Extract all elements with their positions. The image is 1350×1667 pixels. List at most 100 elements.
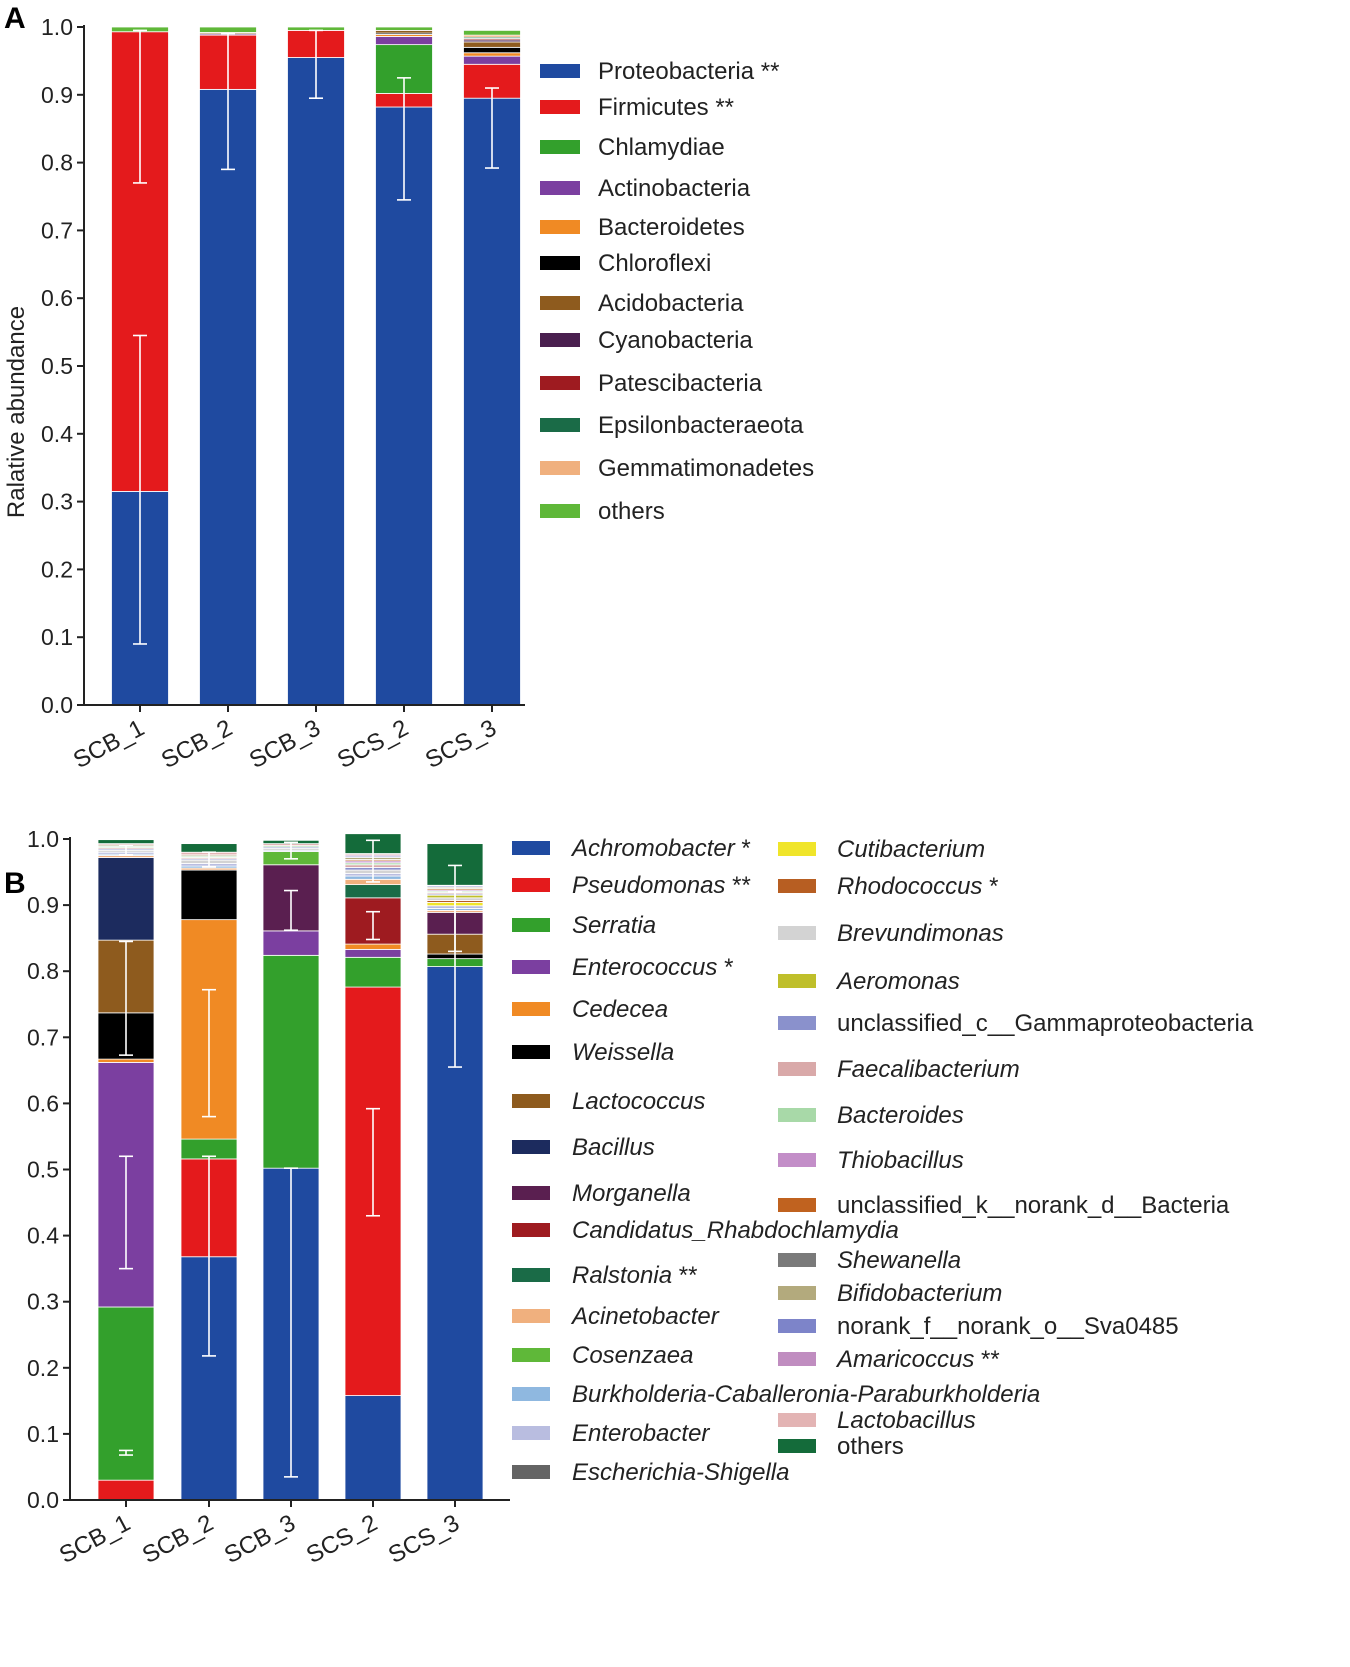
panel-b-error-bar xyxy=(284,889,298,932)
panel-a-y-tick-label: 0.3 xyxy=(41,489,73,515)
panel-b-legend-swatch xyxy=(512,841,550,855)
panel-b-legend-label: others xyxy=(837,1433,904,1460)
panel-b-legend-item: Aeromonas xyxy=(778,968,960,995)
panel-b-y-tick-label: 0.6 xyxy=(27,1090,59,1116)
panel-a-error-bar xyxy=(397,77,411,201)
panel-b-y-tick-label: 0.8 xyxy=(27,958,59,984)
panel-b-bar-segment xyxy=(97,839,155,845)
panel-a-legend-label: Firmicutes ** xyxy=(598,94,734,121)
panel-a-legend-swatch xyxy=(540,418,580,432)
panel-b-x-tick-label: SCS_3 xyxy=(384,1509,464,1569)
panel-b-legend-label: unclassified_k__norank_d__Bacteria xyxy=(837,1192,1230,1219)
panel-b-legend-label: Amaricoccus ** xyxy=(835,1346,1000,1373)
panel-b-legend-swatch xyxy=(512,960,550,974)
panel-a-bar-segment xyxy=(463,97,521,706)
panel-a-legend-item: Firmicutes ** xyxy=(540,94,734,121)
panel-b-legend-item: Enterobacter xyxy=(512,1420,710,1447)
panel-b-legend-item: Thiobacillus xyxy=(778,1147,964,1174)
panel-b-legend-swatch xyxy=(512,1223,550,1237)
panel-a-error-bar xyxy=(133,334,147,645)
panel-b-legend-label: Thiobacillus xyxy=(837,1147,964,1174)
panel-a-y-tick-label: 0.5 xyxy=(41,353,73,379)
panel-b-legend-swatch xyxy=(512,1268,550,1282)
panel-b-legend-item: Pseudomonas ** xyxy=(512,872,751,899)
panel-b-legend-swatch xyxy=(512,1094,550,1108)
panel-b-bar-segment xyxy=(344,1395,402,1501)
panel-b-legend-label: Burkholderia-Caballeronia-Paraburkholder… xyxy=(572,1381,1040,1408)
panel-a-bar-segment xyxy=(199,88,257,706)
panel-b-error-bar xyxy=(202,988,216,1118)
panel-b-y-tick-label: 0.0 xyxy=(27,1487,59,1513)
panel-b-legend-item: Burkholderia-Caballeronia-Paraburkholder… xyxy=(512,1381,1040,1408)
panel-b-legend-label: Pseudomonas ** xyxy=(572,872,751,899)
panel-b-bar-segment xyxy=(344,956,402,988)
panel-b-error-bar xyxy=(119,940,133,1056)
panel-b-legend-label: Cedecea xyxy=(572,996,668,1023)
panel-a-legend-item: Gemmatimonadetes xyxy=(540,455,814,482)
panel-b-legend-item: unclassified_k__norank_d__Bacteria xyxy=(778,1192,1230,1219)
panel-b-legend-swatch xyxy=(778,1253,816,1267)
panel-a-x-tick-label: SCS_2 xyxy=(333,714,413,774)
panel-a-legend-swatch xyxy=(540,64,580,78)
panel-a-x-tick-label: SCB_1 xyxy=(69,714,149,774)
panel-b-legend-item: Bacillus xyxy=(512,1134,655,1161)
panel-b-bar-segment xyxy=(344,943,402,950)
panel-a-legend-label: Patescibacteria xyxy=(598,370,763,397)
panel-b-legend-swatch xyxy=(778,1016,816,1030)
panel-b-legend-item: Rhodococcus * xyxy=(778,873,998,900)
panel-b-legend-swatch xyxy=(512,1045,550,1059)
panel-a-error-bar xyxy=(309,29,323,99)
panel-b-legend-label: Enterococcus * xyxy=(572,954,733,981)
panel-b-legend-swatch xyxy=(778,842,816,856)
panel-a-legend-label: Actinobacteria xyxy=(598,175,751,202)
panel-b-legend-swatch xyxy=(778,1062,816,1076)
panel-b-error-bar xyxy=(119,1155,133,1270)
panel-b-legend-label: Aeromonas xyxy=(835,968,960,995)
panel-b-y-tick-label: 0.4 xyxy=(27,1223,59,1249)
panel-b-legend-item: Escherichia-Shigella xyxy=(512,1459,789,1486)
panel-b-legend-item: Cosenzaea xyxy=(512,1342,693,1369)
panel-a-bar-segment xyxy=(463,46,521,54)
panel-b-legend-swatch xyxy=(512,1002,550,1016)
panel-b-legend-item: Morganella xyxy=(512,1180,691,1207)
panel-b-y-tick-label: 0.7 xyxy=(27,1024,59,1050)
panel-a-y-tick-label: 1.0 xyxy=(41,14,73,40)
panel-a-legend-swatch xyxy=(540,504,580,518)
panel-b-legend-swatch xyxy=(778,1198,816,1212)
panel-a-y-tick-label: 0.2 xyxy=(41,556,73,582)
panel-a-legend-label: others xyxy=(598,498,665,525)
panel-b-legend-label: Weissella xyxy=(572,1039,674,1066)
panel-b-legend-swatch xyxy=(512,1140,550,1154)
panel-b-legend-label: Brevundimonas xyxy=(837,920,1004,947)
panel-b-legend-swatch xyxy=(778,1108,816,1122)
panel-b-legend-label: Lactobacillus xyxy=(837,1407,976,1434)
panel-b-x-tick-label: SCB_3 xyxy=(220,1509,300,1569)
panel-b-legend-label: Bacillus xyxy=(572,1134,655,1161)
panel-a-error-bar xyxy=(221,32,235,171)
panel-b-y-tick-label: 0.1 xyxy=(27,1421,59,1447)
panel-a-legend-swatch xyxy=(540,100,580,114)
panel-a-legend-swatch xyxy=(540,140,580,154)
panel-a-legend-swatch xyxy=(540,333,580,347)
panel-b-bar-segment xyxy=(97,1058,155,1063)
panel-b-legend: Achromobacter * Pseudomonas ** Serratia Ent… xyxy=(512,835,1254,1486)
panel-b-y-tick-label: 0.3 xyxy=(27,1289,59,1315)
panel-a-bar-segment xyxy=(463,55,521,65)
panel-b-legend-swatch xyxy=(778,974,816,988)
panel-b-legend-label: Enterobacter xyxy=(572,1420,710,1447)
panel-a-y-tick-label: 0.0 xyxy=(41,692,73,718)
panel-b-legend-swatch xyxy=(778,1413,816,1427)
panel-b-legend-label: Faecalibacterium xyxy=(837,1056,1020,1083)
panel-a-legend-item: Chlamydiae xyxy=(540,134,725,161)
panel-a-bar-segment xyxy=(463,29,521,36)
panel-b-legend-label: Ralstonia ** xyxy=(572,1262,697,1289)
panel-a-bar-segment xyxy=(375,106,433,706)
panel-a-y-tick-label: 0.8 xyxy=(41,150,73,176)
panel-a-y-tick-label: 0.9 xyxy=(41,82,73,108)
panel-a-legend-label: Gemmatimonadetes xyxy=(598,455,814,482)
panel-label-b: B xyxy=(4,867,26,900)
panel-b-error-bar xyxy=(366,1107,380,1217)
panel-b-legend-label: unclassified_c__Gammaproteobacteria xyxy=(837,1010,1254,1037)
panel-b-legend-item: Lactococcus xyxy=(512,1088,705,1115)
